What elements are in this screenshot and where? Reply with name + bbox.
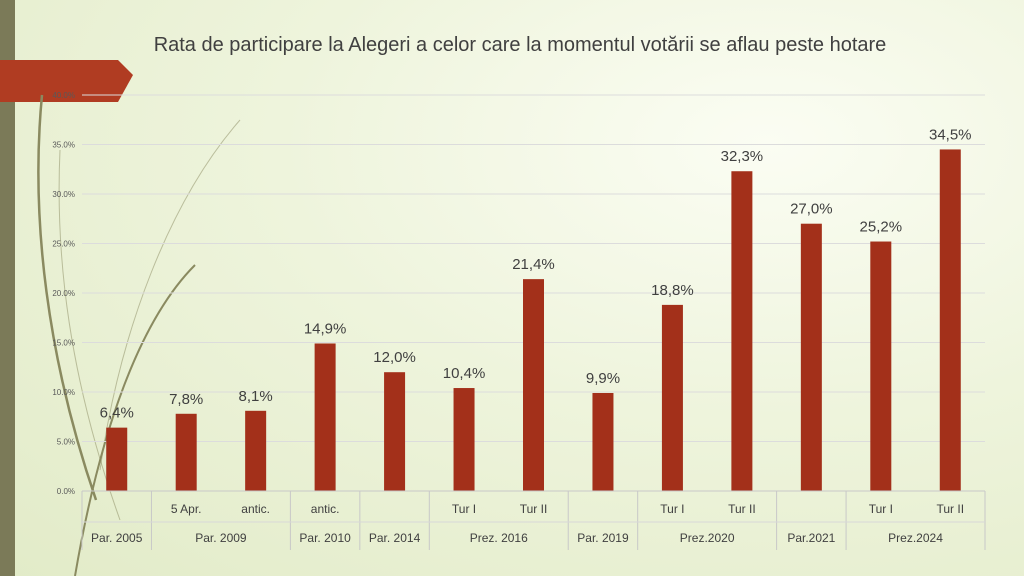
data-label: 34,5% (929, 126, 972, 143)
data-label: 21,4% (512, 256, 555, 273)
left-band (0, 0, 15, 576)
y-tick-label: 25.0% (52, 240, 75, 249)
data-label: 10,4% (443, 365, 486, 382)
x-group-label: Par. 2009 (195, 531, 247, 545)
bar (731, 171, 753, 492)
data-label: 7,8% (169, 391, 203, 408)
data-label: 18,8% (651, 282, 694, 299)
x-group-label: Par. 2005 (91, 531, 143, 545)
x-tick-label: Tur II (728, 502, 756, 516)
x-tick-label: antic. (241, 502, 270, 516)
data-label: 8,1% (239, 388, 273, 405)
bar (175, 413, 197, 491)
title-arrow (0, 60, 133, 102)
bar (870, 241, 892, 491)
deco-curve (37, 94, 98, 501)
bar (314, 343, 336, 491)
bar (939, 149, 961, 491)
data-label: 12,0% (373, 349, 416, 366)
bar (384, 372, 406, 491)
bar (592, 392, 614, 491)
data-label: 6,4% (100, 405, 134, 422)
bar (523, 279, 544, 491)
x-tick-label: Tur I (452, 502, 476, 516)
chart-title: Rata de participare la Alegeri a celor c… (153, 34, 887, 56)
x-group-label: Par.2021 (787, 531, 835, 545)
x-tick-label: Tur I (660, 502, 684, 516)
bar (106, 427, 128, 491)
deco-curve (99, 119, 241, 471)
y-tick-label: 20.0% (52, 289, 75, 298)
bar (245, 410, 267, 491)
bar (453, 388, 475, 491)
x-group-label: Prez.2024 (888, 531, 943, 545)
y-tick-label: 10.0% (52, 388, 75, 397)
x-tick-label: Tur I (869, 502, 893, 516)
x-tick-label: antic. (311, 502, 340, 516)
data-label: 14,9% (304, 320, 347, 337)
y-tick-label: 0.0% (57, 487, 75, 496)
x-tick-label: Tur II (936, 502, 964, 516)
bar (800, 223, 822, 491)
y-tick-label: 35.0% (52, 141, 75, 150)
x-group-label: Prez.2020 (680, 531, 735, 545)
x-group-label: Par. 2010 (299, 531, 351, 545)
y-tick-label: 30.0% (52, 190, 75, 199)
x-group-label: Par. 2019 (577, 531, 629, 545)
x-group-label: Prez. 2016 (470, 531, 528, 545)
x-group-label: Par. 2014 (369, 531, 421, 545)
x-tick-label: Tur II (520, 502, 548, 516)
deco-curve (58, 149, 121, 521)
deco-curve (74, 264, 196, 576)
y-tick-label: 15.0% (52, 339, 75, 348)
x-tick-label: 5 Apr. (171, 502, 202, 516)
data-label: 25,2% (860, 219, 903, 236)
data-label: 32,3% (721, 148, 764, 165)
data-label: 27,0% (790, 201, 833, 218)
y-tick-label: 40.0% (52, 91, 75, 100)
y-tick-label: 5.0% (57, 438, 75, 447)
bar (661, 304, 683, 491)
data-label: 9,9% (586, 370, 620, 387)
